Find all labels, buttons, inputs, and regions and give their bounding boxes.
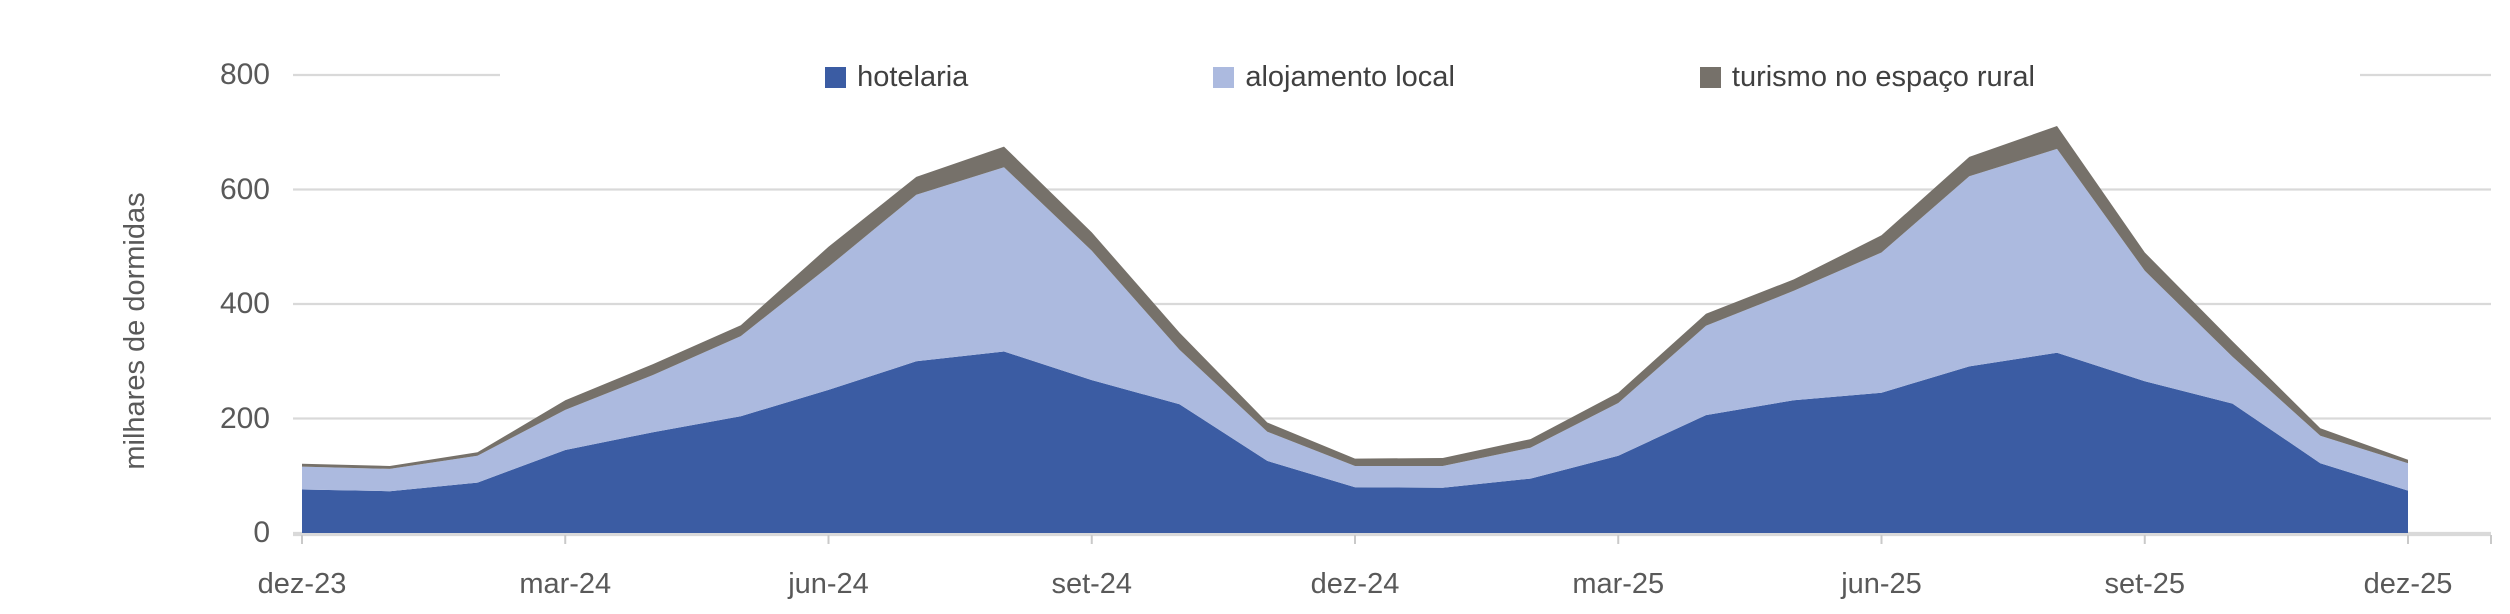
legend-label-turismo-rural: turismo no espaço rural [1731, 60, 2035, 93]
x-axis-tick-label-mar-25: mar-25 [1572, 568, 1665, 600]
legend-item-hotelaria: hotelaria [825, 61, 968, 94]
x-axis-tick-label-dez-23: dez-23 [257, 568, 347, 600]
legend-item-turismo-rural: turismo no espaço rural [1699, 60, 2035, 94]
y-axis-tick-label-800: 800 [219, 58, 270, 91]
x-axis-tick-label-jun-25: jun-25 [1841, 568, 1922, 600]
y-axis-title: milhares de dormidas [119, 192, 151, 470]
area-series-turismo-no-espaço-rural [302, 126, 2408, 469]
y-axis-tick-label-600: 600 [219, 172, 270, 206]
x-axis-tick-label-set-24: set-24 [1051, 568, 1133, 600]
area-series-hotelaria [302, 351, 2408, 533]
x-axis-tick-label-dez-24: dez-24 [1310, 568, 1400, 600]
y-axis-tick-label-200: 200 [219, 401, 270, 435]
x-axis-tick-label-dez-25: dez-25 [2363, 568, 2453, 600]
y-axis-tick-label-400: 400 [219, 287, 270, 320]
x-axis-tick-label-set-25: set-25 [2104, 568, 2186, 600]
legend-swatch-hotelaria [825, 66, 847, 88]
legend-item-alojamento-local: alojamento local [1213, 61, 1455, 94]
legend-swatch-alojamento-local [1213, 66, 1235, 88]
legend-label-alojamento-local: alojamento local [1245, 60, 1455, 93]
x-axis-tick-label-mar-24: mar-24 [519, 568, 612, 600]
y-axis-tick-label-0: 0 [253, 516, 270, 549]
area-series-alojamento-local [302, 148, 2408, 492]
legend-label-hotelaria: hotelaria [857, 60, 969, 93]
legend-swatch-turismo-rural [1699, 66, 1721, 88]
x-axis-tick-label-jun-24: jun-24 [788, 568, 869, 600]
chart-legend: hotelaria alojamento local turismo no es… [500, 54, 2360, 100]
